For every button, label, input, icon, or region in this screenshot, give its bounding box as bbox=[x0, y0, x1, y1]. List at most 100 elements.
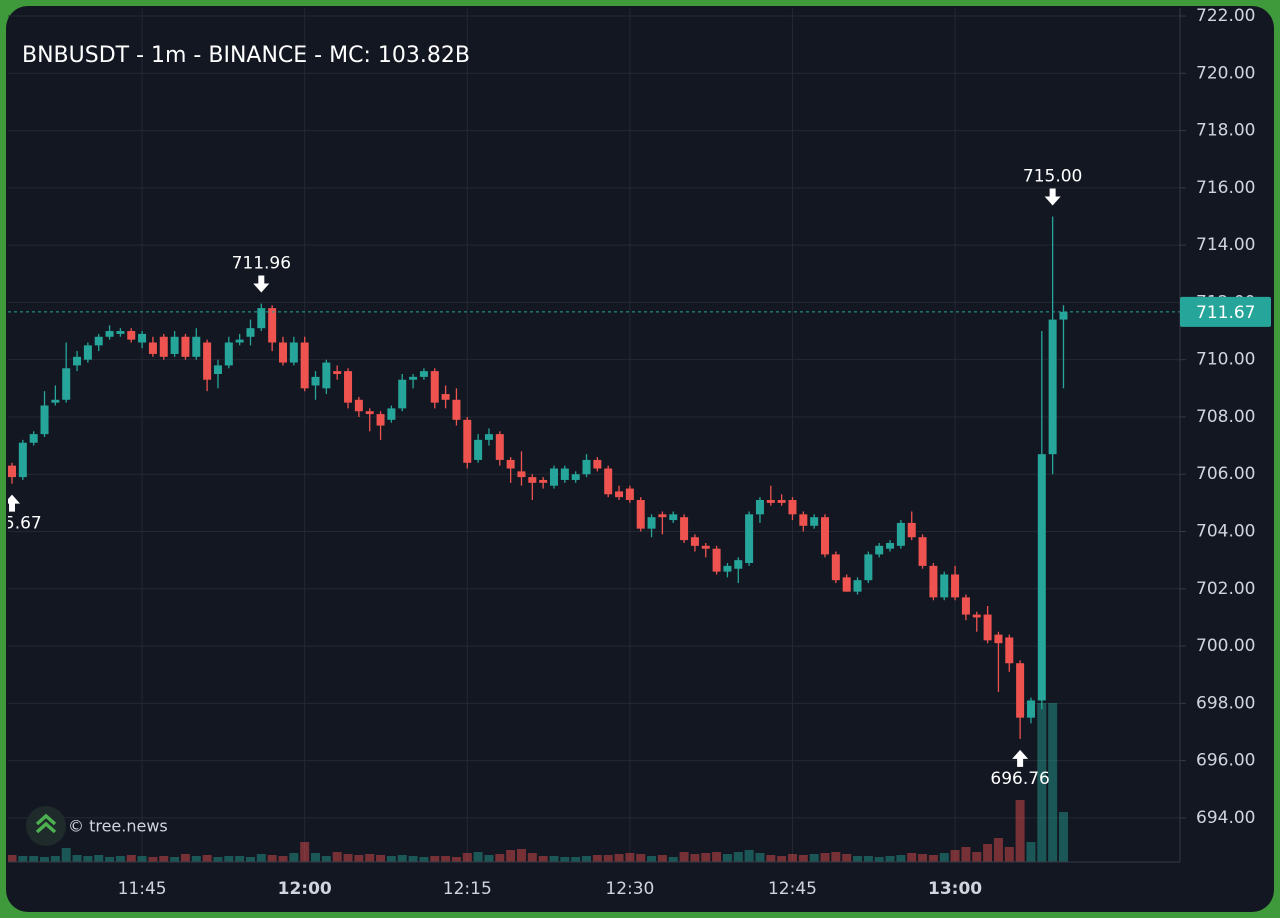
chart-title: BNBUSDT - 1m - BINANCE - MC: 103.82B bbox=[22, 43, 470, 68]
volume-bar bbox=[777, 856, 787, 862]
volume-bar bbox=[907, 853, 917, 862]
candle-body bbox=[961, 597, 970, 615]
volume-bar bbox=[451, 857, 461, 862]
candle-body bbox=[8, 465, 16, 478]
candle-body bbox=[1037, 454, 1046, 701]
volume-bar bbox=[40, 857, 50, 862]
volume-bar bbox=[126, 855, 136, 862]
volume-bar bbox=[18, 856, 28, 862]
volume-bar bbox=[701, 853, 711, 862]
volume-bar bbox=[766, 855, 776, 862]
candle-body bbox=[983, 614, 992, 641]
volume-bar bbox=[484, 855, 494, 862]
candle-body bbox=[419, 371, 428, 377]
candle-body bbox=[344, 371, 353, 403]
candle-body bbox=[365, 411, 374, 415]
volume-bar bbox=[896, 855, 906, 862]
candle-body bbox=[452, 399, 461, 420]
candle-body bbox=[1059, 311, 1068, 320]
marker-arrow bbox=[8, 494, 20, 512]
axis-layer: 694.00 696.00 698.00 700.00 702.00 704.00 706.… bbox=[118, 6, 1271, 899]
volume-bar bbox=[191, 856, 201, 862]
volume-bar bbox=[549, 856, 559, 862]
candle-body bbox=[875, 545, 884, 555]
candle-body bbox=[322, 362, 331, 389]
candle-body bbox=[810, 517, 819, 526]
volume-bar bbox=[115, 856, 125, 862]
volume-bar bbox=[332, 852, 342, 862]
volume-bar bbox=[397, 855, 407, 862]
y-tick-label: 700.00 bbox=[1196, 636, 1255, 656]
candle-body bbox=[777, 500, 786, 503]
candle-body bbox=[246, 328, 255, 337]
volume-bar bbox=[473, 852, 483, 862]
candle-body bbox=[712, 548, 721, 572]
candle-body bbox=[755, 500, 764, 515]
volume-bar bbox=[571, 857, 581, 862]
candle-body bbox=[170, 336, 179, 354]
volume-bar bbox=[1015, 800, 1025, 862]
candle-body bbox=[18, 442, 27, 478]
candle-body bbox=[918, 537, 927, 566]
candle-body bbox=[506, 459, 515, 469]
volume-bar bbox=[1058, 812, 1068, 862]
volume-bar bbox=[603, 855, 613, 862]
candle-body bbox=[138, 333, 147, 343]
candle-body bbox=[896, 522, 905, 546]
candle-body bbox=[300, 342, 309, 389]
volume-bar bbox=[657, 855, 667, 862]
x-tick-label: 13:00 bbox=[928, 879, 982, 899]
volume-bar bbox=[278, 856, 288, 862]
volume-bar bbox=[170, 857, 180, 862]
marker-arrow bbox=[253, 275, 270, 293]
candle-body bbox=[886, 542, 895, 549]
candle-body bbox=[409, 376, 418, 380]
volume-bar bbox=[787, 854, 797, 862]
candle-body bbox=[224, 342, 233, 366]
candle-body bbox=[279, 342, 287, 363]
candle-body bbox=[788, 500, 797, 515]
candle-body bbox=[636, 500, 645, 529]
volume-bar bbox=[690, 854, 700, 862]
y-tick-label: 704.00 bbox=[1196, 522, 1255, 542]
volume-bar bbox=[495, 854, 505, 862]
candle-body bbox=[571, 474, 580, 480]
volume-bar bbox=[853, 856, 863, 862]
y-tick-label: 706.00 bbox=[1196, 464, 1255, 484]
y-tick-label: 696.00 bbox=[1196, 751, 1255, 771]
volume-bar bbox=[668, 857, 678, 862]
volume-bar bbox=[712, 852, 722, 862]
candle-body bbox=[441, 394, 450, 400]
volume-bar bbox=[928, 855, 938, 862]
x-tick-label: 12:15 bbox=[443, 879, 492, 899]
candle-body bbox=[593, 459, 602, 469]
candle-body bbox=[745, 514, 754, 564]
candle-body bbox=[268, 308, 277, 343]
candle-body bbox=[821, 517, 829, 555]
candle-body bbox=[73, 356, 82, 366]
candle-body bbox=[582, 459, 591, 475]
volume-bar bbox=[300, 842, 310, 862]
volume-bar bbox=[365, 854, 375, 862]
volume-layer bbox=[8, 703, 1068, 862]
candle-body bbox=[1026, 700, 1035, 718]
candle-body bbox=[842, 577, 851, 592]
candle-layer bbox=[8, 216, 1068, 739]
volume-bar bbox=[289, 853, 299, 862]
marker-label: 711.96 bbox=[232, 254, 291, 274]
volume-bar bbox=[636, 854, 646, 862]
volume-bar bbox=[592, 855, 602, 862]
candle-body bbox=[799, 514, 808, 526]
candle-body bbox=[680, 517, 689, 541]
volume-bar bbox=[354, 855, 364, 862]
volume-bar bbox=[863, 856, 873, 862]
volume-bar bbox=[202, 855, 212, 862]
candle-body bbox=[105, 331, 114, 337]
volume-bar bbox=[462, 853, 472, 862]
volume-bar bbox=[148, 857, 158, 862]
volume-bar bbox=[61, 848, 71, 862]
volume-bar bbox=[213, 857, 223, 862]
candle-body bbox=[615, 491, 624, 498]
volume-bar bbox=[983, 844, 993, 862]
